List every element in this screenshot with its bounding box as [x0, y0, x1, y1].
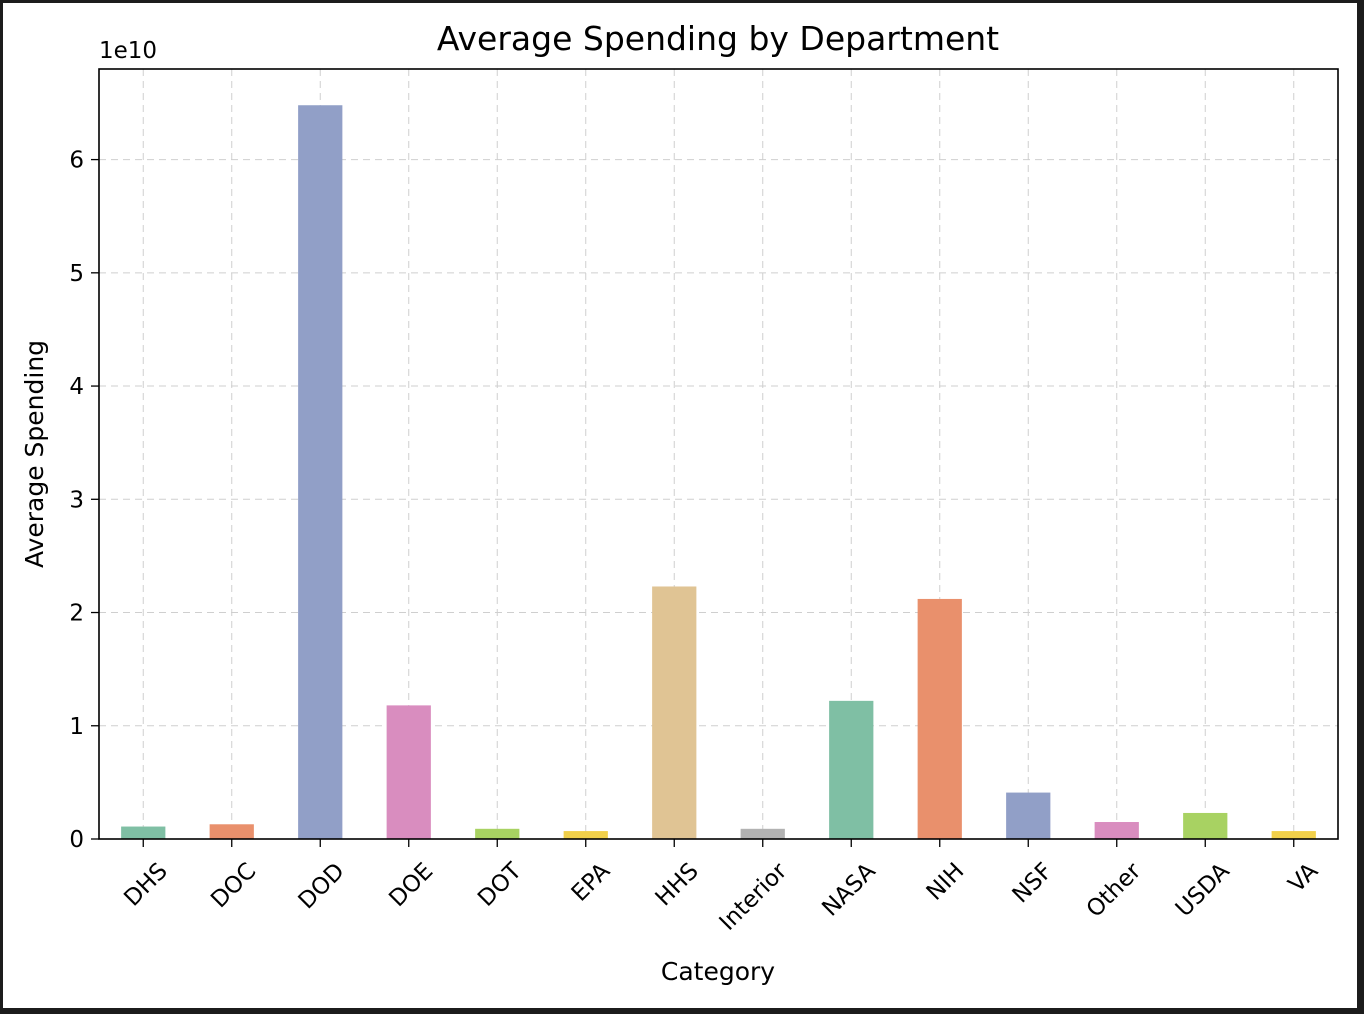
- chart-title: Average Spending by Department: [437, 19, 999, 58]
- x-axis-title: Category: [661, 957, 775, 986]
- bar-nsf: [1006, 792, 1051, 839]
- y-axis: 0 1 2 3 4 5 6: [69, 148, 99, 853]
- y-axis-title: Average Spending: [20, 340, 49, 568]
- bar-other: [1094, 822, 1139, 839]
- bar-dod: [298, 105, 343, 839]
- bar-interior: [740, 828, 785, 839]
- bar-usda: [1183, 812, 1228, 839]
- y-tick-label: 6: [69, 148, 84, 174]
- bar-nih: [917, 598, 962, 839]
- y-tick-label: 4: [69, 374, 84, 400]
- bar-dhs: [121, 826, 166, 839]
- bar-nasa: [829, 700, 874, 839]
- bar-doe: [386, 705, 431, 839]
- y-tick-label: 2: [69, 601, 84, 627]
- y-tick-label: 3: [69, 487, 84, 513]
- y-tick-label: 0: [69, 827, 84, 853]
- y-tick-label: 1: [69, 714, 84, 740]
- bar-doc: [209, 824, 254, 839]
- y-tick-label: 5: [69, 261, 84, 287]
- bar-hhs: [652, 586, 697, 839]
- y-offset-label: 1e10: [99, 38, 157, 64]
- bar-dot: [475, 828, 520, 839]
- chart-background: [3, 3, 1357, 1008]
- bar-va: [1271, 831, 1316, 839]
- bars-layer: [121, 105, 1316, 839]
- plot-frame: [98, 68, 1339, 840]
- bar-epa: [563, 831, 608, 839]
